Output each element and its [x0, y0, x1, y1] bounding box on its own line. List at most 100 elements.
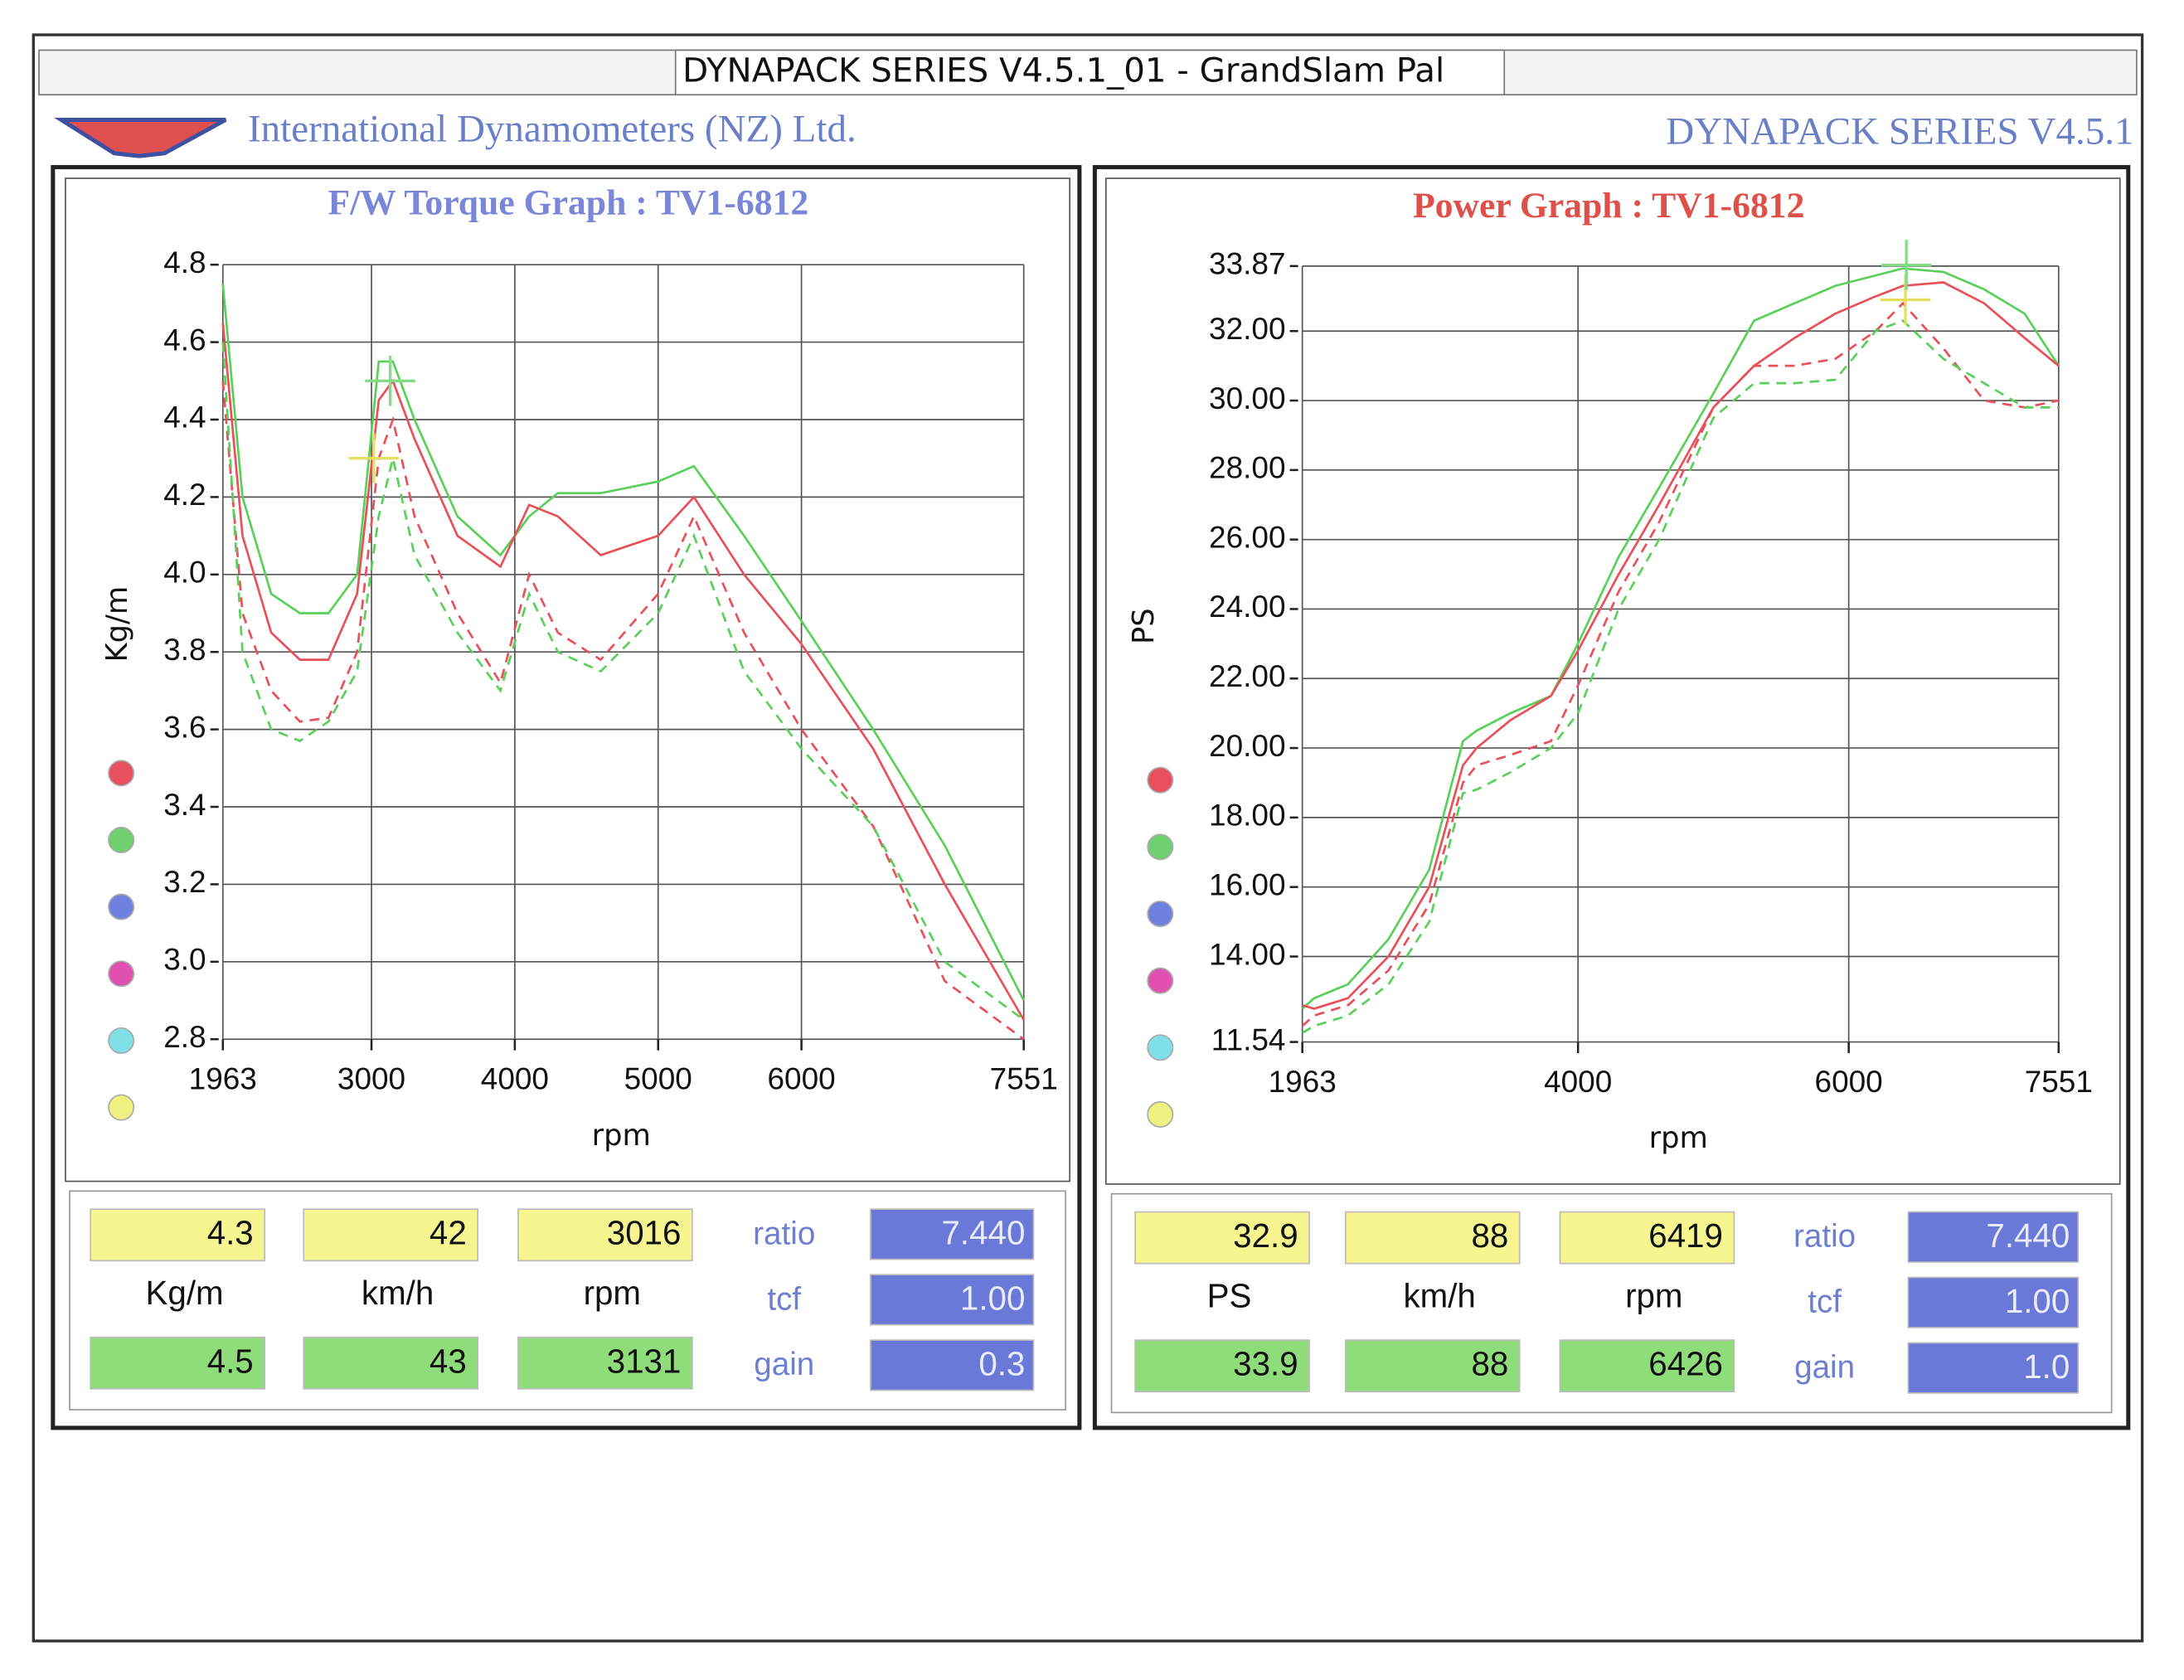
readout-value: 42 [430, 1215, 467, 1252]
readout-unit: PS [1207, 1277, 1252, 1314]
readout-value: 6426 [1648, 1346, 1723, 1383]
y-tick-label: 26.00 [1209, 520, 1285, 554]
readout-unit: km/h [1403, 1277, 1475, 1314]
readout-unit: rpm [584, 1275, 641, 1312]
legend-icon [1147, 1100, 1174, 1128]
setting-value: 1.00 [960, 1280, 1025, 1318]
setting-label: gain [1794, 1350, 1855, 1386]
readout-value: 43 [430, 1343, 467, 1380]
legend-icon [108, 760, 135, 787]
x-tick-label: 6000 [768, 1061, 836, 1095]
cursor-crosshair [348, 433, 400, 483]
legend-icon [1147, 1034, 1174, 1061]
readout-box [90, 1336, 266, 1390]
readout-box [1134, 1211, 1310, 1265]
readout-value: 6419 [1648, 1217, 1723, 1255]
x-axis-label: rpm [592, 1119, 651, 1153]
setting-label: ratio [753, 1216, 815, 1251]
setting-box [870, 1339, 1035, 1391]
x-tick-label: 4000 [1544, 1065, 1612, 1099]
y-tick-label: 2.8 [163, 1020, 206, 1054]
cursor-crosshair [1881, 240, 1932, 290]
y-tick-label: 3.2 [163, 865, 206, 899]
logo [54, 117, 227, 158]
legend-icon [1147, 967, 1174, 994]
left-chart-frame [65, 177, 1070, 1182]
setting-value: 1.0 [2023, 1348, 2070, 1386]
y-tick-label: 4.0 [163, 556, 206, 590]
readout-box [303, 1336, 479, 1390]
x-tick-label: 1963 [1269, 1065, 1337, 1099]
setting-box [1907, 1342, 2080, 1394]
readout-value: 88 [1471, 1346, 1508, 1383]
y-axis-label: Kg/m [100, 586, 134, 663]
x-tick-label: 3000 [337, 1061, 405, 1095]
y-axis-label: PS [1127, 608, 1161, 644]
company-name: International Dynamometers (NZ) Ltd. [248, 107, 857, 150]
setting-value: 0.3 [978, 1346, 1025, 1383]
right-panel [1092, 165, 2131, 1430]
y-tick-label: 16.00 [1209, 867, 1285, 901]
readout-value: 32.9 [1233, 1217, 1298, 1255]
y-tick-label: 28.00 [1209, 451, 1285, 485]
y-tick-label: 4.4 [163, 401, 206, 435]
readout-value: 3131 [607, 1343, 682, 1380]
setting-label: gain [754, 1347, 814, 1382]
readout-value: 4.5 [207, 1343, 254, 1380]
chart-title: F/W Torque Graph : TV1-6812 [328, 183, 808, 223]
setting-label: tcf [767, 1281, 801, 1317]
y-tick-label: 18.00 [1209, 799, 1285, 833]
setting-box [1907, 1276, 2080, 1328]
product-name: DYNAPACK SERIES V4.5.1 [1666, 110, 2133, 153]
readout-unit: rpm [1625, 1277, 1682, 1314]
right-readout-frame [1110, 1192, 2113, 1414]
legend-icon [1147, 766, 1174, 794]
x-axis-label: rpm [1649, 1121, 1708, 1155]
x-tick-label: 5000 [624, 1061, 692, 1095]
right-chart-frame [1104, 177, 2121, 1185]
readout-box [1344, 1211, 1521, 1265]
data-line [1301, 267, 2060, 1010]
y-tick-label: 33.87 [1209, 247, 1285, 281]
left-panel [51, 165, 1082, 1430]
legend-icon [108, 893, 135, 920]
y-tick-label: 4.6 [163, 323, 206, 357]
y-tick-label: 20.00 [1209, 729, 1285, 763]
readout-value: 88 [1471, 1217, 1508, 1255]
x-tick-label: 7551 [2025, 1065, 2093, 1099]
window-title: DYNAPACK SERIES V4.5.1_01 - GrandSlam Pa… [682, 51, 1444, 90]
y-tick-label: 22.00 [1209, 659, 1285, 693]
data-line [221, 342, 1025, 1021]
data-line [1301, 301, 2060, 1027]
x-tick-label: 4000 [481, 1061, 549, 1095]
readout-box [1134, 1339, 1310, 1393]
data-line [1301, 319, 2059, 1034]
readout-value: 33.9 [1233, 1346, 1298, 1383]
readout-box [1559, 1339, 1735, 1393]
y-tick-label: 3.0 [163, 943, 206, 977]
legend-icon [108, 1094, 135, 1121]
window-frame [32, 33, 2144, 1643]
legend-icon [108, 960, 135, 988]
cursor-crosshair [365, 356, 415, 406]
setting-value: 1.00 [2005, 1283, 2070, 1320]
data-line [221, 323, 1025, 1021]
legend-icon [1147, 833, 1174, 861]
y-tick-label: 4.2 [163, 478, 206, 512]
setting-box [1907, 1211, 2080, 1263]
readout-box [90, 1208, 266, 1262]
x-tick-label: 1963 [189, 1061, 257, 1095]
y-tick-label: 14.00 [1209, 937, 1285, 971]
y-tick-label: 24.00 [1209, 590, 1285, 624]
y-tick-label: 32.00 [1209, 312, 1285, 346]
setting-label: tcf [1808, 1284, 1842, 1320]
setting-label: ratio [1793, 1219, 1856, 1255]
legend-icon [108, 827, 135, 853]
y-tick-label: 3.8 [163, 633, 206, 667]
readout-box [303, 1208, 479, 1262]
readout-box [517, 1336, 693, 1390]
setting-box [870, 1208, 1035, 1260]
readout-value: 3016 [607, 1215, 682, 1252]
